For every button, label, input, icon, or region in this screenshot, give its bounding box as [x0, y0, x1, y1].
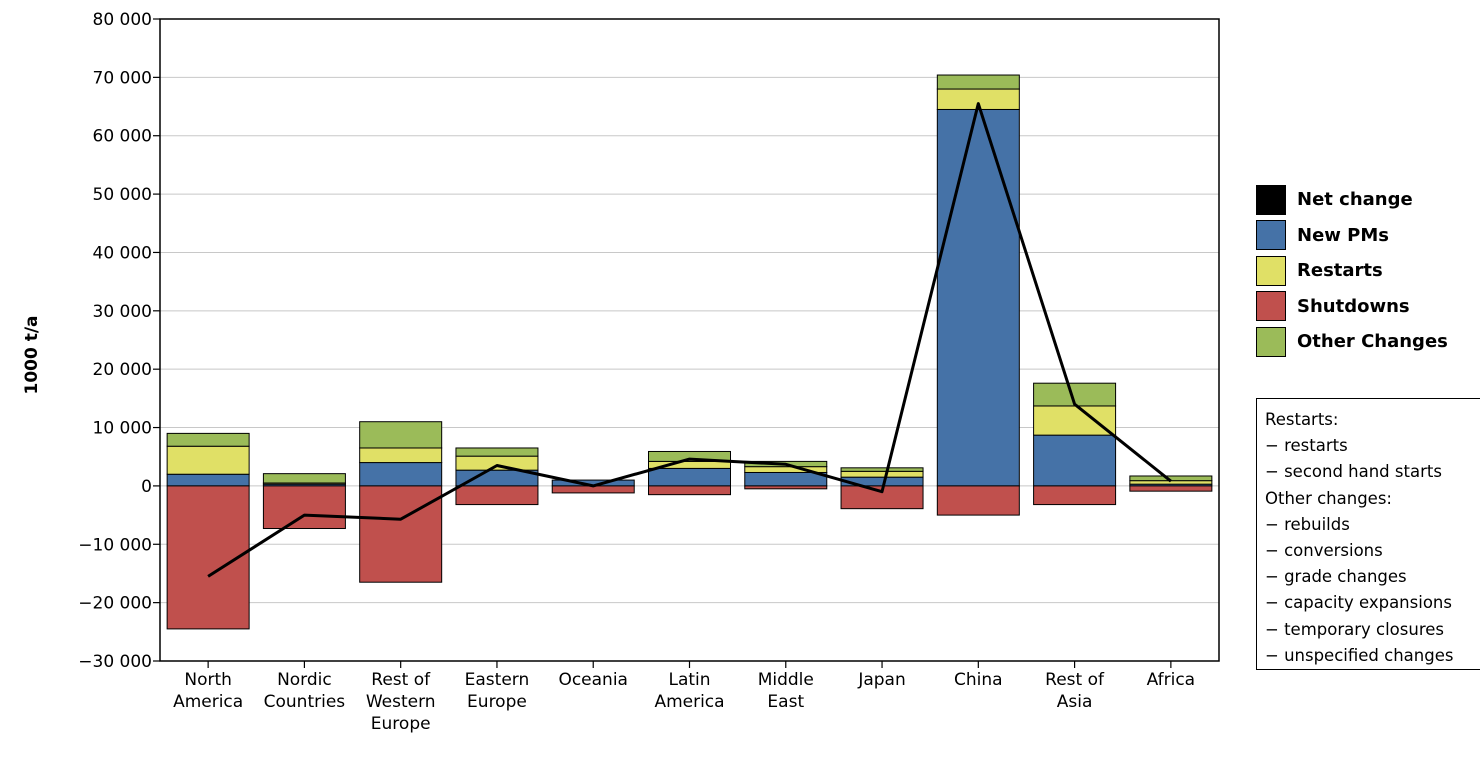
- x-tick-label: America: [173, 692, 243, 712]
- legend-label: Shutdowns: [1297, 295, 1410, 317]
- y-tick-label: −20 000: [78, 594, 152, 614]
- bar-segment-other-changes: [936, 74, 1020, 90]
- legend: Net change New PMs Restarts Shutdowns Ot…: [1256, 182, 1448, 360]
- x-tick-label: Western: [366, 692, 436, 712]
- bar-segment-restarts: [359, 447, 443, 464]
- bar-segment-shutdowns: [936, 485, 1020, 516]
- y-tick-label: −30 000: [78, 652, 152, 672]
- x-tick-label: East: [767, 692, 804, 712]
- y-tick-label: 20 000: [93, 360, 152, 380]
- x-tick-label: China: [954, 670, 1003, 690]
- bar-segment-restarts: [840, 470, 924, 478]
- legend-item-net-change: Net change: [1256, 182, 1448, 218]
- x-tick-label: Japan: [857, 670, 905, 690]
- x-tick-label: Oceania: [558, 670, 628, 690]
- bar-segment-new-pms: [359, 462, 443, 487]
- note-heading: Other changes:: [1265, 488, 1392, 508]
- y-tick-label: −10 000: [78, 535, 152, 555]
- legend-item-other-changes: Other Changes: [1256, 324, 1448, 360]
- x-tick-label: Europe: [467, 692, 527, 712]
- bar-segment-shutdowns: [1033, 485, 1117, 506]
- bar-segment-new-pms: [1033, 434, 1117, 487]
- note-item: − grade changes: [1265, 567, 1407, 587]
- legend-swatch: [1256, 184, 1286, 215]
- bar-segment-new-pms: [936, 108, 1020, 487]
- bar-segment-other-changes: [455, 447, 539, 457]
- y-tick-label: 30 000: [93, 302, 152, 322]
- legend-label: Restarts: [1297, 260, 1383, 282]
- x-tick-label: Middle: [758, 670, 814, 690]
- x-tick-label: Europe: [371, 714, 431, 734]
- x-tick-label: Latin: [668, 670, 710, 690]
- note-item: − capacity expansions: [1265, 593, 1452, 613]
- y-tick-label: 40 000: [93, 243, 152, 263]
- bar-segment-shutdowns: [262, 485, 346, 530]
- legend-swatch: [1256, 291, 1286, 322]
- x-tick-label: Rest of: [371, 670, 431, 690]
- plot-area-border: [159, 18, 1220, 662]
- bar-segment-other-changes: [840, 467, 924, 472]
- y-tick-label: 60 000: [93, 127, 152, 147]
- bar-segment-restarts: [1033, 405, 1117, 436]
- x-tick-label: Eastern: [465, 670, 530, 690]
- x-tick-label: Nordic: [277, 670, 332, 690]
- bar-segment-new-pms: [166, 473, 250, 487]
- legend-swatch: [1256, 255, 1286, 286]
- note-item: − restarts: [1265, 436, 1348, 456]
- bar-segment-other-changes: [166, 432, 250, 447]
- bar-segment-other-changes: [359, 421, 443, 449]
- y-tick-label: 0: [141, 477, 152, 497]
- bar-segment-restarts: [455, 455, 539, 471]
- y-axis: 80 000 70 000 60 000 50 000 40 000 30 000 20 0…: [78, 10, 160, 672]
- bar-segment-shutdowns: [648, 485, 731, 496]
- note-heading: Restarts:: [1265, 410, 1339, 429]
- legend-label: Other Changes: [1297, 331, 1448, 353]
- bars: [166, 74, 1213, 630]
- net-change-line: [207, 102, 1172, 578]
- y-axis-label: 1000 t/a: [22, 315, 42, 394]
- bar-segment-shutdowns: [744, 485, 828, 490]
- x-tick-label: Asia: [1057, 692, 1093, 712]
- legend-item-new-pms: New PMs: [1256, 218, 1448, 254]
- x-tick-label: Rest of: [1045, 670, 1105, 690]
- legend-item-shutdowns: Shutdowns: [1256, 289, 1448, 325]
- bar-segment-restarts: [166, 445, 250, 475]
- bar-segment-new-pms: [744, 471, 828, 487]
- x-tick-label: Countries: [264, 692, 346, 712]
- x-tick-label: North: [184, 670, 232, 690]
- legend-label: New PMs: [1297, 224, 1389, 246]
- net-change-line-group: [207, 102, 1172, 578]
- note-item: − unspecified changes: [1265, 645, 1454, 665]
- y-tick-label: 50 000: [93, 185, 152, 205]
- y-tick-label: 70 000: [93, 68, 152, 88]
- stacked-bar-chart: 80 000 70 000 60 000 50 000 40 000 30 000 20 0…: [22, 10, 1220, 734]
- note-item: − rebuilds: [1265, 514, 1350, 534]
- note-item: − temporary closures: [1265, 619, 1444, 639]
- bar-segment-shutdowns: [1129, 485, 1213, 492]
- note-item: − conversions: [1265, 541, 1383, 561]
- note-item: − second hand starts: [1265, 462, 1442, 482]
- bar-segment-shutdowns: [455, 485, 539, 506]
- y-tick-label: 80 000: [93, 10, 152, 30]
- legend-label: Net change: [1297, 189, 1413, 211]
- y-tick-label: 10 000: [93, 419, 152, 439]
- gridlines: [160, 76, 1219, 604]
- x-tick-label: Africa: [1147, 670, 1196, 690]
- bar-segment-other-changes: [648, 450, 731, 462]
- x-tick-label: America: [654, 692, 724, 712]
- legend-item-restarts: Restarts: [1256, 253, 1448, 289]
- legend-swatch: [1256, 326, 1286, 357]
- bar-segment-new-pms: [648, 467, 731, 487]
- bar-segment-other-changes: [262, 473, 346, 484]
- notes-box: Restarts: − restarts − second hand start…: [1256, 398, 1480, 670]
- bar-segment-shutdowns: [359, 485, 443, 583]
- legend-swatch: [1256, 220, 1286, 251]
